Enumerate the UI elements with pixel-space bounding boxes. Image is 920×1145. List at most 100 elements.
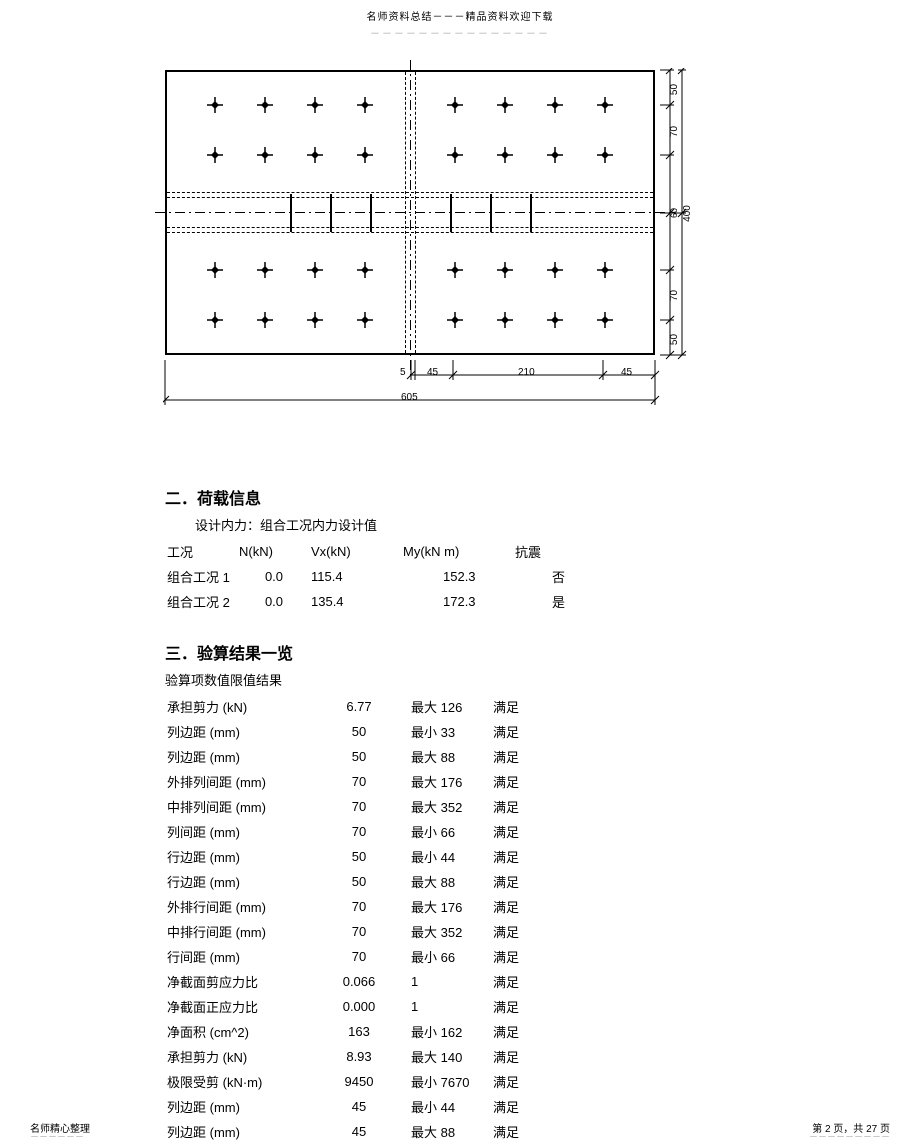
dim-label: 45 — [621, 367, 632, 378]
load-vx: 135.4 — [311, 590, 401, 613]
bolt-icon — [447, 147, 463, 163]
result-item: 列边距 (mm) — [167, 720, 327, 743]
bolt-icon — [597, 97, 613, 113]
result-status: 满足 — [493, 870, 553, 893]
result-status: 满足 — [493, 945, 553, 968]
web-bolt-mark — [330, 194, 332, 232]
bolt-icon — [307, 312, 323, 328]
bolt-icon — [257, 262, 273, 278]
dim-label: 45 — [427, 367, 438, 378]
result-val: 163 — [329, 1020, 389, 1043]
load-my: 172.3 — [403, 590, 513, 613]
result-status: 满足 — [493, 1120, 553, 1143]
dim-label: 50 — [669, 84, 680, 95]
result-val: 70 — [329, 945, 389, 968]
result-limit: 最小 44 — [391, 1095, 491, 1118]
section-load-title: 二．荷载信息 — [165, 485, 755, 509]
bolt-icon — [257, 312, 273, 328]
result-status: 满足 — [493, 1070, 553, 1093]
result-row: 列边距 (mm)50最大 88满足 — [167, 745, 553, 768]
result-val: 45 — [329, 1120, 389, 1143]
result-val: 45 — [329, 1095, 389, 1118]
result-item: 行间距 (mm) — [167, 945, 327, 968]
header-dots: －－－－－－－－－－－－－－－ — [0, 25, 920, 40]
result-row: 承担剪力 (kN)8.93最大 140满足 — [167, 1045, 553, 1068]
result-status: 满足 — [493, 920, 553, 943]
load-header: Vx(kN) — [311, 540, 401, 563]
result-status: 满足 — [493, 895, 553, 918]
result-row: 外排行间距 (mm)70最大 176满足 — [167, 895, 553, 918]
result-row: 列边距 (mm)45最大 88满足 — [167, 1120, 553, 1143]
footer-dots: －－－－－－－－－ — [809, 1130, 890, 1143]
result-row: 外排列间距 (mm)70最大 176满足 — [167, 770, 553, 793]
result-item: 承担剪力 (kN) — [167, 1045, 327, 1068]
result-item: 极限受剪 (kN·m) — [167, 1070, 327, 1093]
result-limit: 最小 66 — [391, 945, 491, 968]
bolt-icon — [497, 147, 513, 163]
load-my: 152.3 — [403, 565, 513, 588]
result-limit: 最小 7670 — [391, 1070, 491, 1093]
result-row: 净面积 (cm^2)163最小 162满足 — [167, 1020, 553, 1043]
result-status: 满足 — [493, 1045, 553, 1068]
result-limit: 最大 176 — [391, 895, 491, 918]
flange-line-top2 — [167, 197, 653, 198]
result-limit: 最大 176 — [391, 770, 491, 793]
dim-label: 60 — [669, 208, 679, 218]
result-val: 70 — [329, 795, 389, 818]
result-limit: 最小 44 — [391, 845, 491, 868]
bolt-icon — [547, 312, 563, 328]
center-line-v — [410, 60, 411, 380]
result-row: 行边距 (mm)50最大 88满足 — [167, 870, 553, 893]
dim-label-total: 400 — [682, 205, 693, 222]
result-row: 列边距 (mm)45最小 44满足 — [167, 1095, 553, 1118]
result-item: 行边距 (mm) — [167, 845, 327, 868]
load-row: 组合工况 1 0.0 115.4 152.3 否 — [167, 565, 565, 588]
load-case: 组合工况 1 — [167, 565, 237, 588]
result-val: 70 — [329, 895, 389, 918]
web-bolt-mark — [290, 194, 292, 232]
flange-line-top — [167, 192, 653, 193]
dim-label: 50 — [669, 334, 680, 345]
dim-label: 70 — [669, 126, 680, 137]
result-limit: 最大 352 — [391, 920, 491, 943]
bolt-icon — [447, 97, 463, 113]
bolt-icon — [547, 147, 563, 163]
web-gap-l — [405, 72, 406, 353]
result-limit: 1 — [391, 970, 491, 993]
bolt-icon — [207, 97, 223, 113]
web-bolt-mark — [530, 194, 532, 232]
result-limit: 最大 88 — [391, 870, 491, 893]
result-val: 50 — [329, 720, 389, 743]
result-item: 列边距 (mm) — [167, 1120, 327, 1143]
load-subtitle: 设计内力：组合工况内力设计值 — [195, 515, 755, 534]
bolt-icon — [307, 147, 323, 163]
load-table: 工况 N(kN) Vx(kN) My(kN m) 抗震 组合工况 1 0.0 1… — [165, 538, 567, 615]
load-n: 0.0 — [239, 590, 309, 613]
result-row: 净截面剪应力比0.0661满足 — [167, 970, 553, 993]
bolt-icon — [497, 97, 513, 113]
result-item: 净截面正应力比 — [167, 995, 327, 1018]
footer-dots: －－－－－－ — [30, 1130, 84, 1143]
bolt-icon — [497, 312, 513, 328]
bolt-icon — [357, 97, 373, 113]
result-val: 70 — [329, 820, 389, 843]
web-gap-r — [415, 72, 416, 353]
bolt-icon — [447, 262, 463, 278]
result-limit: 最小 33 — [391, 720, 491, 743]
result-val: 8.93 — [329, 1045, 389, 1068]
bolt-icon — [207, 147, 223, 163]
result-limit: 最大 88 — [391, 745, 491, 768]
results-header-line: 验算项数值限值结果 — [165, 670, 755, 689]
result-item: 中排列间距 (mm) — [167, 795, 327, 818]
bolt-icon — [257, 97, 273, 113]
result-status: 满足 — [493, 995, 553, 1018]
bolt-icon — [357, 262, 373, 278]
result-limit: 最大 88 — [391, 1120, 491, 1143]
result-row: 承担剪力 (kN)6.77最大 126满足 — [167, 695, 553, 718]
result-status: 满足 — [493, 720, 553, 743]
result-item: 承担剪力 (kN) — [167, 695, 327, 718]
result-status: 满足 — [493, 1095, 553, 1118]
result-status: 满足 — [493, 695, 553, 718]
load-n: 0.0 — [239, 565, 309, 588]
load-vx: 115.4 — [311, 565, 401, 588]
